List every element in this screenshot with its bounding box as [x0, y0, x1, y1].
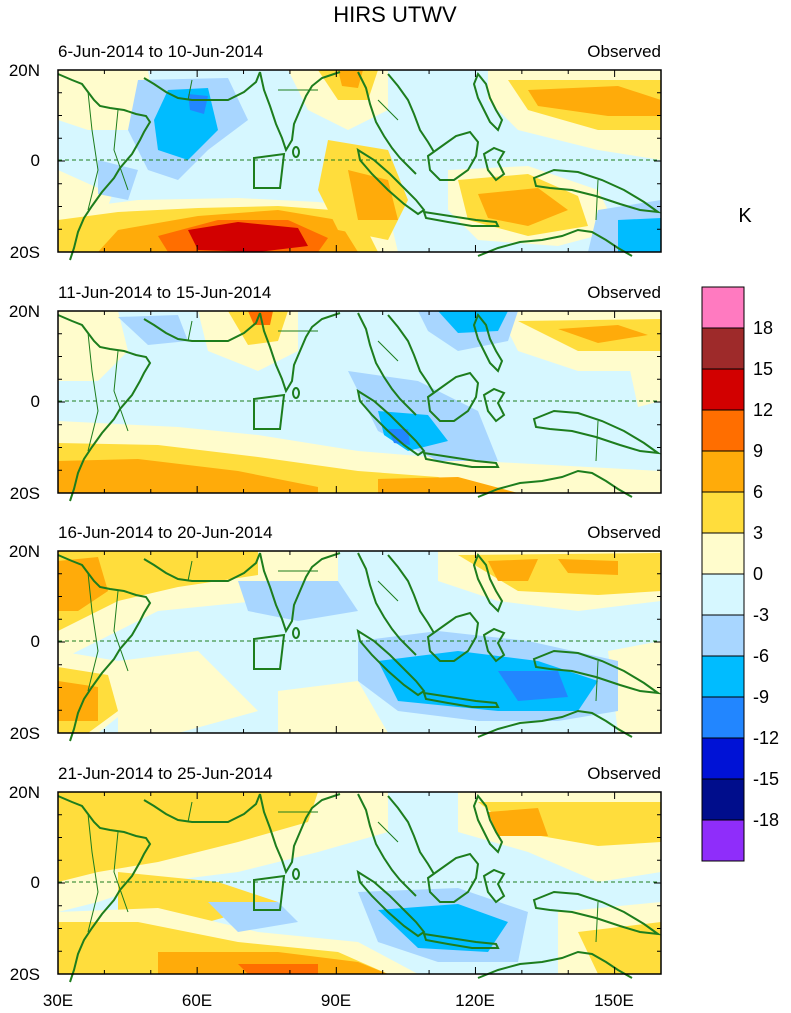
lon-axis-labels: 30E 60E 90E 120E 150E: [43, 991, 634, 1010]
panel-4-lat-0: 0: [31, 873, 40, 892]
panel-3: 16-Jun-2014 to 20-Jun-2014 Observed 20N: [9, 523, 662, 743]
colorbar-label: -18: [753, 810, 779, 830]
colorbar-label: 0: [753, 564, 763, 584]
colorbar-label: -3: [753, 605, 769, 625]
colorbar-label: -9: [753, 687, 769, 707]
lon-120e: 120E: [455, 991, 495, 1010]
panel-4-lat-20s: 20S: [10, 965, 40, 984]
colorbar-label: -15: [753, 769, 779, 789]
panel-1-lat-0: 0: [31, 151, 40, 170]
colorbar-label: 3: [753, 523, 763, 543]
lon-90e: 90E: [321, 991, 351, 1010]
figure-title: HIRS UTWV: [333, 2, 457, 27]
panel-2-lat-0: 0: [31, 392, 40, 411]
colorbar-swatch: [701, 491, 745, 534]
panel-1: 6-Jun-2014 to 10-Jun-2014 Observed: [9, 42, 662, 262]
panel-4-tag: Observed: [587, 764, 661, 783]
panel-3-date-range: 16-Jun-2014 to 20-Jun-2014: [58, 523, 273, 542]
colorbar-swatch: [701, 614, 745, 657]
panel-1-map: [57, 69, 662, 261]
panel-1-lat-20s: 20S: [10, 243, 40, 262]
panel-1-date-range: 6-Jun-2014 to 10-Jun-2014: [58, 42, 263, 61]
colorbar: 18 15 12 9 6 3 0 -3 -6 -9 -12 -15 -18: [701, 286, 779, 862]
lon-30e: 30E: [43, 991, 73, 1010]
colorbar-label: 6: [753, 482, 763, 502]
panel-3-lat-0: 0: [31, 632, 40, 651]
panel-3-tag: Observed: [587, 523, 661, 542]
colorbar-label: -6: [753, 646, 769, 666]
panel-2-tag: Observed: [587, 283, 661, 302]
colorbar-label: 15: [753, 359, 773, 379]
colorbar-swatch: [701, 368, 745, 411]
colorbar-swatch: [701, 532, 745, 575]
colorbar-swatch: [701, 327, 745, 370]
panel-3-lat-20s: 20S: [10, 724, 40, 743]
colorbar-unit: K: [738, 205, 752, 227]
colorbar-label: 18: [753, 318, 773, 338]
lon-150e: 150E: [594, 991, 634, 1010]
colorbar-swatch: [701, 655, 745, 698]
colorbar-swatch: [701, 450, 745, 493]
colorbar-label: 9: [753, 441, 763, 461]
panel-4-map: [57, 791, 662, 983]
panel-2-map: [57, 310, 662, 502]
colorbar-swatch: [701, 819, 745, 862]
panel-3-lat-20n: 20N: [9, 542, 40, 561]
colorbar-swatch: [701, 778, 745, 821]
lon-60e: 60E: [182, 991, 212, 1010]
axis-ticks: [57, 69, 662, 975]
panel-1-tag: Observed: [587, 42, 661, 61]
colorbar-swatch: [701, 737, 745, 780]
panel-1-lat-20n: 20N: [9, 61, 40, 80]
colorbar-swatch: [701, 409, 745, 452]
panel-2-date-range: 11-Jun-2014 to 15-Jun-2014: [58, 283, 271, 302]
panel-2: 11-Jun-2014 to 15-Jun-2014 Observed: [9, 283, 662, 503]
panel-4-date-range: 21-Jun-2014 to 25-Jun-2014: [58, 764, 273, 783]
colorbar-swatch: [701, 696, 745, 739]
colorbar-swatch: [701, 286, 745, 329]
colorbar-swatch: [701, 573, 745, 616]
colorbar-label: -12: [753, 728, 779, 748]
panel-3-map: [57, 550, 662, 742]
colorbar-label: 12: [753, 400, 773, 420]
panel-2-lat-20n: 20N: [9, 302, 40, 321]
panel-4-lat-20n: 20N: [9, 783, 40, 802]
panel-4: 21-Jun-2014 to 25-Jun-2014 Observed 20N …: [9, 764, 662, 984]
panel-2-lat-20s: 20S: [10, 484, 40, 503]
